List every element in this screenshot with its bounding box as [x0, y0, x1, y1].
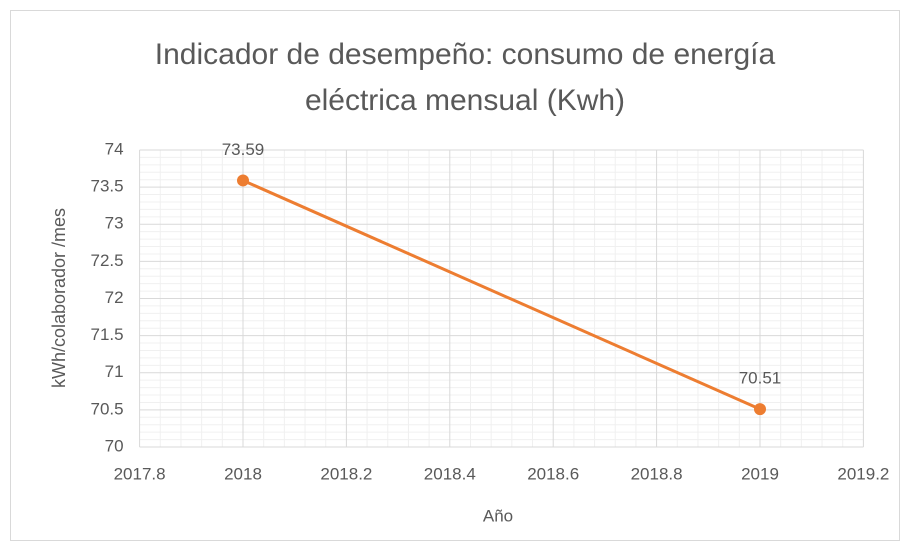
y-tick-label: 72.5 — [91, 251, 124, 270]
y-axis-label: kWh/colaborador /mes — [49, 208, 69, 388]
y-tick-label: 70.5 — [91, 399, 124, 418]
y-tick-label: 74 — [105, 139, 124, 158]
data-label: 73.59 — [222, 140, 265, 159]
x-tick-label: 2017.8 — [114, 464, 166, 483]
x-tick-label: 2019.2 — [837, 464, 889, 483]
y-tick-label: 73.5 — [91, 177, 124, 196]
data-point — [237, 174, 249, 187]
x-tick-label: 2018.4 — [424, 464, 476, 483]
y-tick-label: 73 — [105, 214, 124, 233]
y-tick-label: 70 — [105, 436, 124, 455]
x-tick-label: 2018.8 — [631, 464, 683, 483]
grid — [139, 149, 864, 448]
data-label: 70.51 — [739, 369, 782, 388]
x-axis-label: Año — [483, 506, 513, 525]
y-tick-label: 71 — [105, 362, 124, 381]
x-tick-label: 2019 — [741, 464, 779, 483]
x-tick-label: 2018 — [224, 464, 262, 483]
series-line — [242, 179, 761, 411]
data-point — [754, 403, 766, 416]
x-tick-label: 2018.2 — [320, 464, 372, 483]
y-tick-label: 72 — [105, 288, 124, 307]
y-tick-label: 71.5 — [91, 325, 124, 344]
chart-title: Indicador de desempeño: consumo de energ… — [154, 38, 776, 117]
x-tick-label: 2018.6 — [527, 464, 579, 483]
